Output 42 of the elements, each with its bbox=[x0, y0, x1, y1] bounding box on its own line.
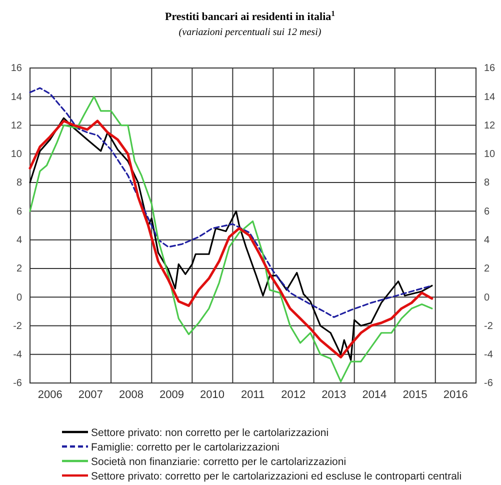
y2-tick-label: 14 bbox=[484, 92, 496, 103]
y-tick-label: 0 bbox=[16, 292, 22, 304]
x-tick-label: 2010 bbox=[200, 388, 225, 401]
x-tick-label: 2008 bbox=[118, 388, 144, 401]
x-tick-label: 2012 bbox=[281, 388, 306, 401]
x-tick-label: 2015 bbox=[402, 388, 428, 401]
y2-tick-label: -6 bbox=[484, 378, 494, 390]
y-tick-label: -6 bbox=[13, 378, 22, 390]
y-tick-label: -2 bbox=[13, 320, 22, 332]
x-tick-label: 2016 bbox=[443, 388, 468, 401]
y2-tick-label: 2 bbox=[484, 264, 490, 275]
y-tick-label: 16 bbox=[10, 63, 22, 74]
x-tick-label: 2007 bbox=[78, 388, 103, 401]
line-series bbox=[29, 87, 433, 318]
legend-label: Settore privato: non corretto per le cartolarizzazioni bbox=[91, 427, 329, 439]
x-tick-label: 2009 bbox=[160, 388, 184, 401]
legend-label: Famiglie: corretto per le cartolarizzazioni bbox=[91, 442, 280, 454]
y-tick-label: 14 bbox=[10, 92, 22, 103]
legend-label: Settore privato: corretto per le cartolarizzazioni ed escluse le controparti centrali bbox=[91, 470, 462, 482]
y2-tick-label: 10 bbox=[484, 149, 496, 160]
x-tick-label: 2006 bbox=[38, 388, 62, 401]
y-tick-label: 4 bbox=[16, 235, 22, 246]
y2-tick-label: 16 bbox=[484, 63, 496, 74]
legend-label: Società non finanziarie: corretto per le cartolarizzazioni bbox=[91, 456, 346, 468]
y2-tick-label: 8 bbox=[484, 178, 490, 189]
y2-tick-label: 12 bbox=[484, 120, 496, 132]
y2-tick-label: 6 bbox=[484, 206, 490, 218]
chart-title: Prestiti bancari ai residenti in italia$^{1}$ bbox=[165, 8, 336, 23]
y2-tick-label: -4 bbox=[484, 350, 494, 361]
y-tick-label: -4 bbox=[13, 350, 22, 361]
y2-tick-label: 4 bbox=[484, 235, 490, 246]
x-tick-label: 2014 bbox=[362, 388, 387, 401]
x-tick-label: 2011 bbox=[240, 388, 265, 401]
y-tick-label: 6 bbox=[16, 206, 22, 218]
chart-subtitle: (variazioni percentuali sui 12 mesi) bbox=[178, 27, 322, 38]
y-tick-label: 2 bbox=[16, 264, 22, 275]
y-tick-label: 12 bbox=[10, 120, 22, 132]
y-tick-label: 10 bbox=[10, 149, 22, 160]
y2-tick-label: 0 bbox=[484, 292, 490, 304]
y-tick-label: 8 bbox=[16, 178, 22, 189]
x-tick-label: 2013 bbox=[322, 388, 346, 401]
y2-tick-label: -2 bbox=[484, 320, 494, 332]
